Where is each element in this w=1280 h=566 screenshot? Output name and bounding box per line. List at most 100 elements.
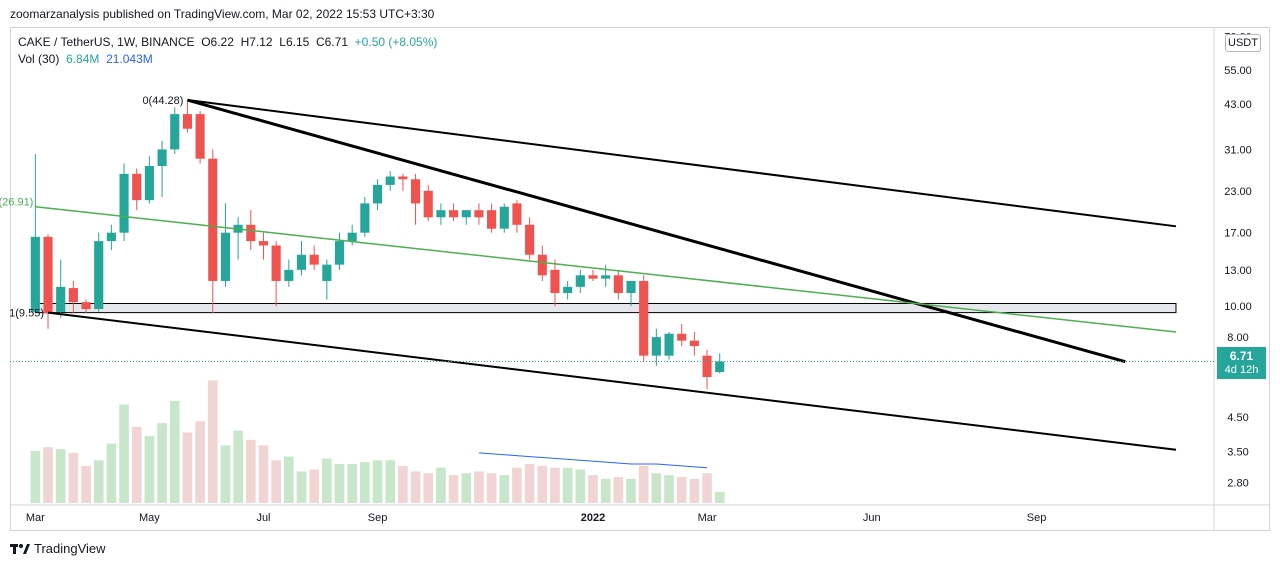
volume-bar [689, 478, 700, 503]
volume-bar [81, 465, 91, 503]
candle-body [94, 241, 104, 310]
volume-bar [575, 469, 586, 503]
volume-bar [258, 445, 269, 503]
symbol-name[interactable]: CAKE / TetherUS, 1W, BINANCE [18, 35, 195, 49]
candle-body [499, 206, 509, 229]
candle-body [271, 245, 281, 281]
volume-bar [410, 471, 421, 503]
volume-bar [296, 471, 307, 503]
candle-body [56, 286, 66, 312]
volume-bar [664, 475, 674, 503]
fib-mid-line [35, 206, 1177, 333]
ohlc-low: L6.15 [279, 35, 310, 49]
volume-bar [169, 400, 180, 503]
candle-body [132, 173, 142, 201]
candle-body [334, 241, 345, 265]
candle-body [601, 275, 611, 279]
bold-resistance-trendline [187, 98, 1126, 364]
ohlc-close: C6.71 [315, 35, 348, 49]
support-zone [34, 302, 1177, 314]
volume-bar [461, 473, 472, 503]
candle-body [715, 361, 725, 373]
volume-bar [537, 465, 548, 503]
candle-body [563, 286, 573, 294]
candle-body [575, 275, 585, 287]
volume-bar [398, 465, 408, 503]
volume-bar [448, 475, 459, 503]
candle-body [68, 288, 78, 303]
currency-button[interactable]: USDT [1225, 34, 1261, 52]
volume-bar [309, 469, 319, 503]
volume-bar [474, 471, 484, 503]
volume-bar [195, 421, 205, 503]
volume-bar [372, 460, 383, 503]
candle-body [449, 210, 459, 218]
time-tick-label: 2022 [581, 512, 605, 524]
volume-bar [562, 467, 573, 503]
last-price-label: 6.71 4d 12h [1217, 347, 1266, 379]
candle-body [525, 224, 535, 255]
price-tick-label: 2.80 [1227, 478, 1248, 490]
time-tick-label: Mar [698, 512, 717, 524]
price-tick-label: 17.00 [1224, 228, 1252, 240]
volume-label[interactable]: Vol (30) [18, 52, 60, 66]
footer-brand[interactable]: TradingView [10, 541, 106, 556]
candle-body [474, 210, 484, 218]
volume-bar [702, 473, 712, 503]
price-tick-label: 10.00 [1224, 301, 1252, 313]
time-tick-label: Mar [26, 512, 45, 524]
volume-bar [182, 432, 193, 503]
volume-legend: Vol (30) 6.84M 21.043M [18, 52, 153, 66]
candle-body [537, 254, 547, 276]
volume-bar [436, 467, 446, 503]
volume-bar [600, 478, 611, 503]
candle-body [106, 232, 116, 242]
candle-body [588, 275, 598, 279]
candle-body [436, 210, 446, 218]
volume-bar [68, 452, 79, 503]
candle-body [360, 203, 370, 233]
ohlc-open: O6.22 [201, 35, 234, 49]
bar-countdown: 4d 12h [1224, 364, 1259, 376]
time-tick-label: Sep [368, 512, 388, 524]
candle-body [372, 184, 383, 204]
volume-bar [676, 477, 687, 503]
volume-bar [322, 458, 332, 503]
volume-bar [347, 464, 358, 503]
volume-value: 6.84M [66, 52, 100, 66]
volume-bar [119, 404, 129, 503]
volume-bar [512, 467, 522, 503]
candle-body [512, 203, 522, 225]
volume-bar [43, 447, 53, 503]
candle-body [81, 302, 91, 310]
tradingview-logo-icon [10, 543, 30, 554]
ohlc-high: H7.12 [240, 35, 273, 49]
volume-bar [499, 475, 510, 503]
candle-body [144, 166, 154, 201]
candle-body [284, 269, 294, 281]
candle-body [410, 179, 421, 204]
volume-bar [131, 426, 142, 503]
candle-body [309, 254, 319, 265]
volume-bar [93, 460, 104, 503]
time-tick-label: Jun [863, 512, 881, 524]
ohlc-change: +0.50 (+8.05%) [354, 35, 438, 49]
candle-body [119, 173, 129, 233]
volume-bar [524, 464, 535, 503]
volume-bar [714, 491, 725, 503]
candle-body [347, 232, 357, 242]
candle-body [322, 264, 332, 281]
candle-body [702, 355, 712, 378]
price-tick-label: 8.00 [1227, 332, 1248, 344]
candle-body [195, 114, 205, 159]
candle-body [246, 224, 256, 242]
volume-bar [233, 430, 243, 503]
time-tick-label: Sep [1027, 512, 1047, 524]
candle-body [677, 333, 687, 341]
price-tick-label: 13.00 [1224, 265, 1252, 277]
volume-bar [334, 464, 345, 503]
fib-mid-label: 0.5(26.91) [0, 197, 33, 209]
time-tick-label: May [139, 512, 160, 524]
chart-frame[interactable] [10, 27, 1270, 531]
